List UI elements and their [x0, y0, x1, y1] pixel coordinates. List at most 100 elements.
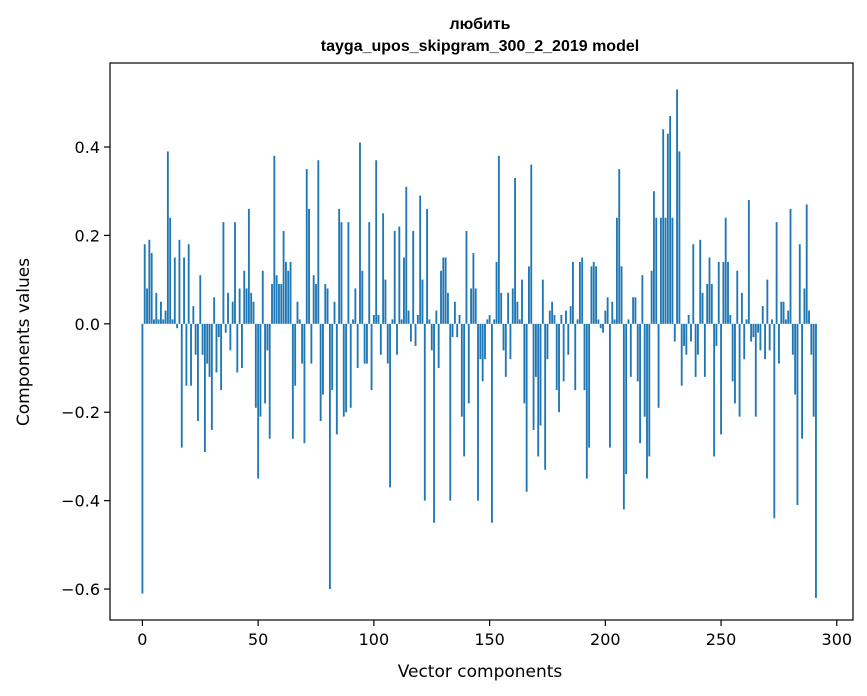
- bar-component-217: [643, 323, 646, 417]
- bar-component-272: [771, 319, 773, 324]
- bar-component-226: [664, 217, 667, 324]
- bar-component-182: [562, 323, 565, 382]
- bar-component-155: [500, 292, 503, 324]
- bar-component-197: [597, 319, 600, 324]
- bar-component-99: [370, 323, 373, 391]
- bar-component-48: [252, 301, 255, 324]
- bar-component-82: [331, 323, 334, 391]
- bar-component-96: [363, 323, 366, 364]
- bar-component-51: [259, 323, 262, 417]
- bar-component-291: [815, 323, 817, 598]
- bar-component-176: [548, 310, 551, 324]
- bar-component-3: [148, 239, 151, 324]
- bar-component-40: [234, 222, 236, 324]
- bar-component-262: [747, 200, 750, 324]
- y-ticks: −0.6 −0.4 −0.2 0.0 0.2 0.4: [61, 138, 110, 599]
- bar-component-252: [724, 217, 727, 324]
- bar-component-120: [419, 195, 422, 324]
- bar-component-171: [537, 323, 540, 457]
- bar-component-178: [553, 314, 556, 324]
- bar-component-266: [757, 323, 760, 333]
- bar-component-268: [761, 306, 764, 324]
- bar-component-257: [736, 270, 739, 324]
- bar-component-168: [530, 164, 533, 324]
- bar-component-108: [391, 319, 394, 324]
- bar-component-42: [238, 288, 241, 324]
- plot-frame: [109, 62, 854, 621]
- bar-component-126: [433, 323, 435, 523]
- bar-component-265: [754, 323, 757, 417]
- bar-component-255: [731, 323, 734, 382]
- bar-component-199: [602, 323, 604, 333]
- bar-component-104: [382, 213, 385, 324]
- bar-component-209: [625, 323, 628, 475]
- bar-component-101: [375, 160, 378, 324]
- bar-component-189: [578, 261, 581, 324]
- bar-component-181: [560, 314, 563, 324]
- bar-component-174: [544, 323, 547, 470]
- bar-component-142: [470, 288, 473, 324]
- bar-component-224: [659, 217, 662, 324]
- bar-component-195: [592, 261, 595, 324]
- bar-component-219: [648, 323, 651, 457]
- bar-component-89: [347, 222, 350, 324]
- bar-component-21: [190, 323, 192, 386]
- bar-component-207: [620, 266, 623, 324]
- bar-component-115: [407, 310, 410, 324]
- bar-component-250: [720, 323, 722, 435]
- bar-component-157: [504, 323, 507, 377]
- bar-component-159: [509, 323, 512, 360]
- bar-component-38: [229, 323, 232, 351]
- bar-component-83: [333, 301, 336, 324]
- y-tick-label: −0.2: [61, 403, 100, 422]
- bar-component-100: [372, 314, 375, 324]
- bar-component-12: [169, 217, 172, 324]
- bar-component-6: [155, 292, 158, 324]
- bar-component-152: [493, 319, 496, 324]
- bar-component-72: [308, 208, 310, 324]
- bar-component-173: [541, 279, 544, 324]
- bar-component-107: [389, 323, 391, 488]
- bar-component-1: [143, 244, 146, 324]
- bar-component-106: [386, 323, 389, 364]
- bar-component-78: [322, 323, 324, 395]
- bar-component-260: [743, 323, 746, 360]
- bar-component-242: [701, 292, 704, 324]
- bar-component-267: [759, 323, 762, 351]
- bar-component-105: [384, 279, 387, 324]
- bar-component-66: [294, 323, 297, 386]
- bar-component-117: [412, 230, 415, 324]
- bar-component-26: [201, 323, 204, 355]
- bar-component-146: [479, 323, 482, 360]
- bar-component-239: [694, 323, 697, 377]
- bar-component-150: [488, 314, 491, 324]
- bar-component-144: [474, 288, 477, 324]
- bar-component-279: [787, 310, 790, 324]
- bar-component-235: [685, 323, 688, 355]
- bar-component-185: [569, 306, 572, 324]
- bar-component-113: [403, 257, 405, 324]
- y-tick-label: −0.4: [61, 492, 100, 511]
- chart-subtitle: tayga_upos_skipgram_300_2_2019 model: [321, 38, 639, 55]
- bar-component-50: [257, 323, 260, 479]
- bar-component-216: [641, 275, 644, 324]
- y-tick-label: 0.2: [75, 226, 100, 245]
- bar-component-88: [345, 323, 348, 413]
- bar-component-5: [153, 319, 155, 324]
- bar-component-57: [273, 155, 276, 324]
- bar-component-202: [609, 323, 611, 448]
- bar-component-7: [157, 319, 160, 324]
- bar-component-177: [551, 301, 554, 324]
- bar-component-284: [798, 244, 801, 324]
- bar-component-10: [164, 310, 167, 324]
- bar-component-275: [778, 323, 780, 364]
- x-tick-label: 50: [248, 630, 268, 649]
- bar-component-232: [678, 151, 681, 324]
- bar-component-129: [440, 270, 442, 324]
- bar-component-73: [310, 323, 313, 364]
- bar-component-71: [305, 169, 308, 324]
- bar-component-270: [766, 279, 769, 324]
- bar-component-158: [507, 292, 510, 324]
- bar-component-169: [532, 323, 535, 430]
- bar-component-17: [180, 323, 183, 448]
